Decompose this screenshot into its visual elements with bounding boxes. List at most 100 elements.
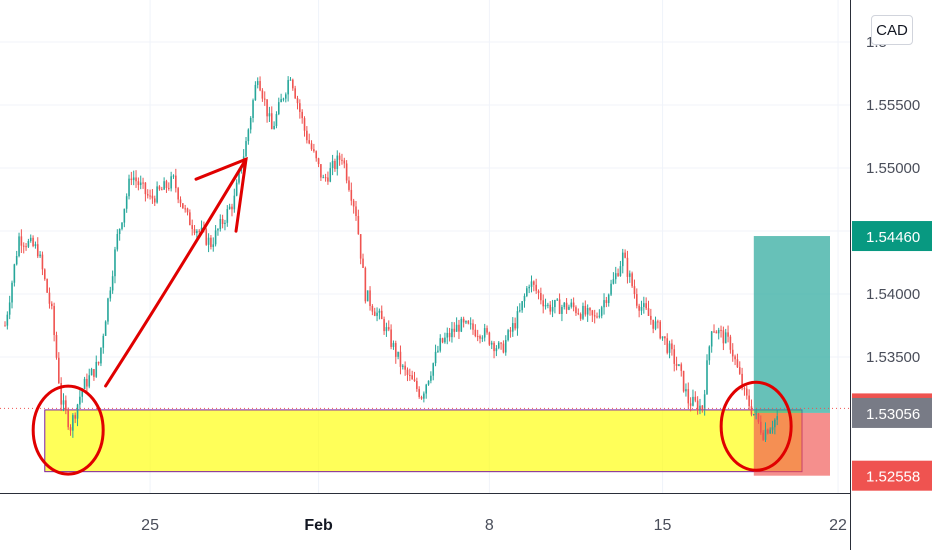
candle-body xyxy=(36,244,39,257)
candle-body xyxy=(582,305,584,319)
candle-body xyxy=(486,328,488,333)
annotation-arrow[interactable] xyxy=(104,157,248,388)
candle-body xyxy=(359,234,362,259)
candle-body xyxy=(554,300,556,308)
candle-body xyxy=(51,303,53,307)
candle-body xyxy=(83,378,86,389)
candle-body xyxy=(692,396,694,406)
candle-body xyxy=(767,429,769,434)
annotation-circle[interactable] xyxy=(719,380,793,472)
candle-body xyxy=(252,100,254,118)
candle-body xyxy=(65,400,67,410)
candle-body xyxy=(516,311,519,329)
candle-body xyxy=(631,273,633,287)
candle-body xyxy=(123,208,126,223)
candle-body xyxy=(397,351,399,357)
candle-body xyxy=(231,206,233,210)
candle-body xyxy=(163,181,165,190)
candle-body xyxy=(404,365,406,370)
price-tag[interactable] xyxy=(852,221,932,252)
candle-body xyxy=(406,369,409,375)
candle-body xyxy=(135,177,137,182)
candle-body xyxy=(685,389,687,392)
candle-body xyxy=(130,178,133,181)
candle-body xyxy=(731,349,734,357)
candle-body xyxy=(490,342,493,345)
candle-body xyxy=(352,200,355,207)
candle-body xyxy=(448,332,451,338)
candle-body xyxy=(624,252,626,258)
candle-body xyxy=(364,267,367,302)
demand-zone[interactable] xyxy=(44,409,803,473)
candle-body xyxy=(757,413,760,422)
candle-body xyxy=(355,206,357,217)
target-zone[interactable] xyxy=(753,236,830,413)
candle-body xyxy=(118,228,121,235)
candle-body xyxy=(261,90,264,99)
candle-body xyxy=(193,229,196,234)
candle-body xyxy=(738,367,741,374)
candle-body xyxy=(139,182,142,186)
candle-body xyxy=(556,299,559,301)
candle-body xyxy=(526,288,528,296)
candle-body xyxy=(294,88,296,99)
candle-body xyxy=(411,375,413,380)
price-tag[interactable] xyxy=(852,397,932,428)
candle-body xyxy=(664,336,666,339)
candle-body xyxy=(530,281,533,287)
candle-body xyxy=(535,284,537,291)
candle-body xyxy=(207,237,210,245)
candle-body xyxy=(228,206,231,210)
currency-button[interactable]: CAD xyxy=(871,15,913,45)
candle-body xyxy=(212,244,215,247)
candle-body xyxy=(394,343,397,357)
candle-body xyxy=(483,328,486,338)
candle-body xyxy=(376,312,378,316)
candle-body xyxy=(182,203,184,209)
candle-body xyxy=(116,234,119,250)
candle-body xyxy=(104,321,107,336)
candle-body xyxy=(612,279,615,284)
x-tick-label: Feb xyxy=(304,517,333,534)
candle-body xyxy=(362,258,364,268)
candle-body xyxy=(659,321,661,339)
candle-body xyxy=(48,292,51,304)
candle-body xyxy=(18,236,20,257)
candle-body xyxy=(610,283,612,295)
candle-body xyxy=(502,343,505,353)
candle-body xyxy=(22,245,25,247)
price-tag[interactable] xyxy=(852,460,932,491)
candle-body xyxy=(720,329,722,331)
annotation-circle[interactable] xyxy=(31,384,105,476)
candle-body xyxy=(324,177,327,179)
candle-body xyxy=(221,218,224,225)
candle-body xyxy=(114,249,116,277)
candle-body xyxy=(88,375,91,387)
candle-body xyxy=(156,186,158,203)
candle-body xyxy=(425,384,427,394)
candle-body xyxy=(177,188,179,200)
candle-body xyxy=(565,302,568,310)
candle-body xyxy=(598,315,601,317)
candle-body xyxy=(74,415,76,419)
candle-body xyxy=(722,330,725,344)
candle-body xyxy=(619,266,622,276)
candle-body xyxy=(210,237,212,247)
candle-body xyxy=(151,195,154,199)
candle-body xyxy=(238,170,240,183)
annotation-arrowhead xyxy=(194,156,248,233)
candle-body xyxy=(308,140,310,144)
candle-body xyxy=(53,306,55,336)
candle-body xyxy=(289,79,292,81)
candle-body xyxy=(72,415,74,431)
candle-body xyxy=(694,396,697,401)
candle-body xyxy=(706,360,708,395)
candle-body xyxy=(277,102,280,115)
candle-body xyxy=(589,308,591,311)
candle-body xyxy=(551,307,554,312)
candle-body xyxy=(25,246,27,248)
candle-body xyxy=(137,181,140,186)
candle-body xyxy=(79,396,81,405)
candle-body xyxy=(568,306,570,310)
